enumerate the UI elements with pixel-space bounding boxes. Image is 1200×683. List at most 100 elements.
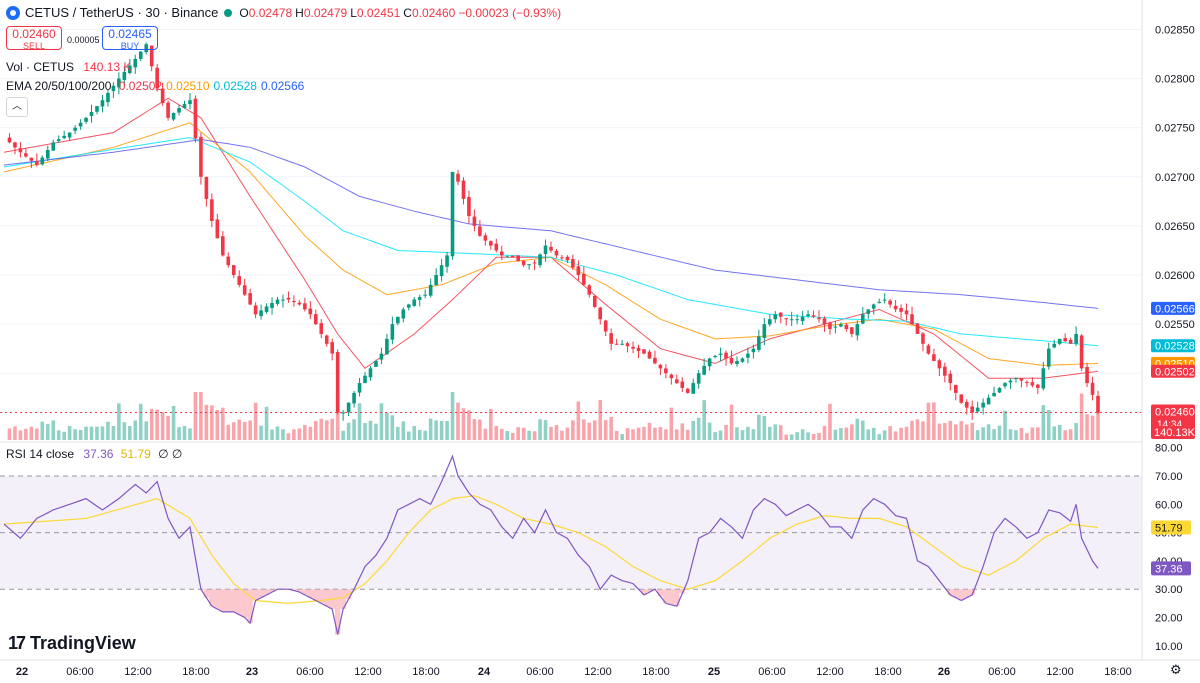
- volume-bar: [921, 421, 925, 440]
- candle-body: [691, 383, 696, 394]
- rsi-legend-value: 37.36: [83, 447, 114, 461]
- candle-body: [822, 318, 827, 325]
- candle-body: [215, 219, 220, 239]
- volume-bars: [7, 392, 1100, 440]
- price-tick-label: 0.02750: [1155, 123, 1195, 135]
- candle-body: [221, 236, 225, 256]
- candle-body: [554, 250, 559, 256]
- volume-bar: [450, 392, 455, 440]
- time-tick-label: 18:00: [412, 666, 440, 678]
- candle-body: [746, 353, 750, 358]
- volume-bar: [937, 423, 942, 440]
- candle-body: [264, 306, 269, 312]
- candle-body: [768, 319, 772, 325]
- cetus-logo-icon: [6, 5, 20, 20]
- volume-bar: [735, 427, 739, 440]
- candle-body: [795, 319, 799, 321]
- volume-bar: [614, 430, 619, 440]
- candle-body: [253, 305, 258, 315]
- ema20-line: [3, 97, 1099, 379]
- candle-body: [718, 353, 723, 355]
- tradingview-logo-icon: 17: [8, 633, 26, 653]
- candle-body: [975, 407, 980, 412]
- candle-body: [242, 285, 247, 295]
- volume-bar: [177, 427, 181, 440]
- rsi-legend[interactable]: RSI 14 close 37.36 51.79 ∅ ∅: [6, 447, 182, 461]
- volume-bar: [111, 425, 116, 440]
- candle-body: [740, 358, 745, 362]
- candle-body: [636, 347, 641, 352]
- candle-body: [193, 98, 198, 139]
- symbol-title[interactable]: CETUS / TetherUS · 30 · Binance: [25, 5, 219, 20]
- candle-body: [363, 375, 367, 384]
- candle-body: [489, 241, 493, 246]
- candle-body: [352, 392, 356, 404]
- ema-legend[interactable]: EMA 20/50/100/200 0.02502 0.02510 0.02528 0…: [6, 79, 304, 93]
- volume-bar: [571, 420, 575, 440]
- volume-bar: [439, 420, 444, 440]
- volume-bar: [106, 421, 110, 440]
- spread-value: 0.00005: [67, 35, 100, 45]
- candle-body: [625, 343, 630, 347]
- candle-body: [467, 197, 471, 217]
- volume-bar: [56, 430, 61, 440]
- candle-body: [932, 354, 936, 361]
- volume-bar: [609, 417, 613, 440]
- volume-bar: [341, 430, 345, 440]
- volume-bar: [964, 424, 969, 440]
- candle-body: [171, 112, 176, 120]
- rsi-pane[interactable]: [0, 454, 1142, 635]
- candle-body: [685, 388, 690, 393]
- volume-bar: [100, 426, 105, 440]
- candle-body: [877, 302, 881, 304]
- price-axis[interactable]: 0.02850 0.02800 0.02750 0.02700 0.02650 0.026…: [1155, 24, 1195, 380]
- tradingview-logo[interactable]: 17 TradingView: [8, 633, 136, 654]
- volume-bar: [489, 408, 493, 440]
- volume-bar: [932, 402, 936, 440]
- rsi-tick-label: 80.00: [1155, 443, 1183, 455]
- rsi-legend-label: RSI 14 close: [6, 447, 75, 461]
- volume-bar: [675, 429, 679, 440]
- candle-body: [499, 251, 504, 256]
- sell-button[interactable]: 0.02460 SELL: [6, 26, 62, 51]
- volume-bar: [472, 419, 477, 440]
- candle-body: [1052, 343, 1057, 348]
- volume-bar: [685, 429, 690, 440]
- volume-bar: [653, 427, 657, 440]
- volume-bar: [762, 415, 767, 440]
- candle-body: [177, 108, 181, 113]
- volume-legend[interactable]: Vol · CETUS 140.13 K: [6, 60, 131, 74]
- candle-body: [248, 293, 252, 305]
- volume-bar: [199, 392, 203, 440]
- candle-body: [1079, 335, 1084, 369]
- volume-bar: [587, 422, 592, 440]
- volume-bar: [330, 418, 334, 440]
- rsi-axis[interactable]: 80.0070.0060.0050.0040.0030.0020.0010.00…: [1151, 443, 1191, 653]
- volume-bar: [729, 404, 734, 440]
- volume-bar: [516, 427, 520, 440]
- volume-bar: [193, 392, 198, 440]
- candle-body: [1014, 378, 1018, 380]
- candle-body: [144, 44, 149, 53]
- collapse-legend-button[interactable]: ︿: [6, 97, 28, 117]
- buy-button[interactable]: 0.02465 BUY: [102, 26, 158, 51]
- candle-body: [379, 353, 384, 360]
- volume-bar: [215, 409, 220, 440]
- volume-bar: [576, 401, 581, 440]
- volume-bar: [13, 426, 17, 440]
- price-pane[interactable]: [0, 28, 1142, 440]
- time-tick-label: 12:00: [816, 666, 844, 678]
- volume-bar: [899, 427, 903, 440]
- candle-body: [696, 373, 701, 384]
- candle-body: [286, 297, 291, 300]
- volume-bar: [811, 433, 816, 440]
- settings-icon[interactable]: ⚙: [1170, 662, 1182, 677]
- price-tick-label: 0.02800: [1155, 74, 1195, 86]
- candle-body: [308, 308, 313, 315]
- candle-body: [543, 245, 548, 255]
- time-axis[interactable]: 22 06:00 12:00 18:00 23 06:00 12:00 18:00 24 06:0…: [16, 666, 1132, 678]
- symbol-header[interactable]: CETUS / TetherUS · 30 · Binance O0.02478…: [6, 5, 564, 20]
- volume-bar: [461, 408, 466, 440]
- volume-bar: [138, 403, 143, 440]
